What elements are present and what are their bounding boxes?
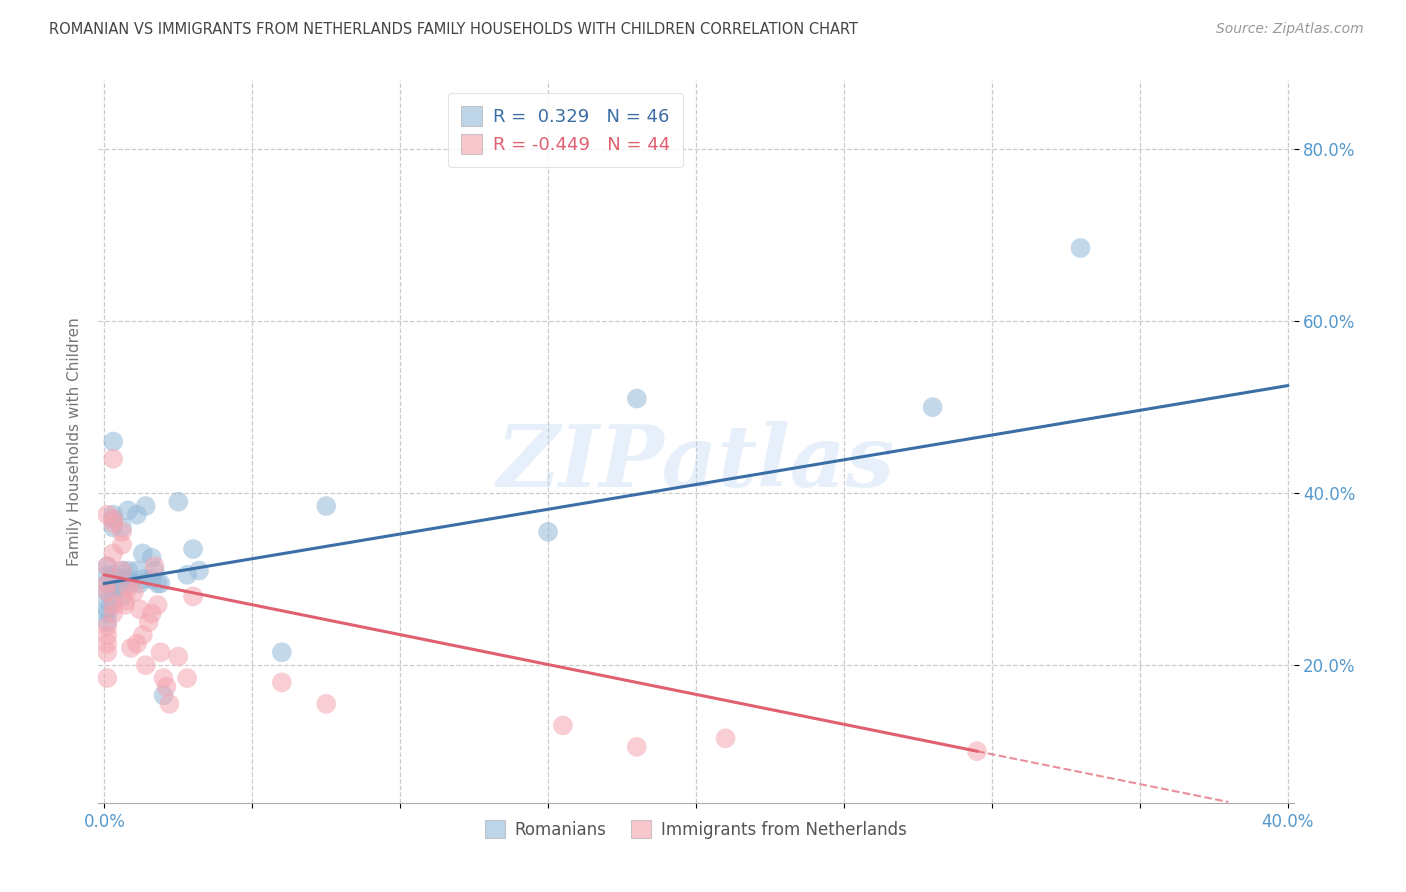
Point — [141, 572, 163, 586]
Point — [96, 559, 118, 574]
Point — [96, 508, 118, 522]
Point — [103, 581, 125, 595]
Point — [141, 607, 163, 621]
Point — [626, 739, 648, 754]
Point — [96, 637, 118, 651]
Point — [96, 585, 118, 599]
Point — [966, 744, 988, 758]
Point — [270, 675, 292, 690]
Y-axis label: Family Households with Children: Family Households with Children — [66, 318, 82, 566]
Point — [117, 564, 139, 578]
Point — [96, 628, 118, 642]
Point — [149, 576, 172, 591]
Point — [103, 593, 125, 607]
Point — [96, 576, 118, 591]
Text: ROMANIAN VS IMMIGRANTS FROM NETHERLANDS FAMILY HOUSEHOLDS WITH CHILDREN CORRELAT: ROMANIAN VS IMMIGRANTS FROM NETHERLANDS … — [49, 22, 858, 37]
Point — [125, 637, 148, 651]
Point — [96, 559, 118, 574]
Point — [141, 550, 163, 565]
Point — [138, 615, 160, 630]
Point — [132, 546, 155, 560]
Point — [315, 697, 337, 711]
Point — [111, 564, 134, 578]
Point — [551, 718, 574, 732]
Point — [149, 645, 172, 659]
Point — [120, 640, 142, 655]
Point — [626, 392, 648, 406]
Point — [143, 564, 166, 578]
Point — [167, 494, 190, 508]
Point — [111, 520, 134, 534]
Point — [176, 671, 198, 685]
Point — [152, 671, 174, 685]
Point — [103, 607, 125, 621]
Point — [146, 598, 169, 612]
Point — [135, 499, 157, 513]
Point — [103, 434, 125, 449]
Point — [111, 564, 134, 578]
Point — [114, 593, 136, 607]
Text: Source: ZipAtlas.com: Source: ZipAtlas.com — [1216, 22, 1364, 37]
Point — [103, 451, 125, 466]
Point — [135, 658, 157, 673]
Point — [96, 645, 118, 659]
Point — [921, 400, 943, 414]
Point — [111, 572, 134, 586]
Point — [96, 576, 118, 591]
Point — [176, 567, 198, 582]
Point — [714, 731, 737, 746]
Point — [103, 567, 125, 582]
Point — [114, 598, 136, 612]
Point — [103, 516, 125, 531]
Point — [103, 598, 125, 612]
Point — [103, 512, 125, 526]
Point — [96, 619, 118, 633]
Point — [188, 564, 211, 578]
Point — [128, 576, 150, 591]
Point — [146, 576, 169, 591]
Point — [143, 559, 166, 574]
Point — [103, 520, 125, 534]
Point — [181, 542, 204, 557]
Point — [111, 581, 134, 595]
Point — [128, 602, 150, 616]
Point — [167, 649, 190, 664]
Point — [125, 564, 148, 578]
Point — [103, 546, 125, 560]
Point — [120, 576, 142, 591]
Point — [152, 688, 174, 702]
Point — [315, 499, 337, 513]
Point — [111, 590, 134, 604]
Point — [111, 524, 134, 539]
Point — [117, 581, 139, 595]
Point — [96, 602, 118, 616]
Point — [103, 512, 125, 526]
Point — [117, 572, 139, 586]
Point — [1070, 241, 1092, 255]
Text: ZIPatlas: ZIPatlas — [496, 421, 896, 505]
Point — [96, 615, 118, 630]
Point — [103, 508, 125, 522]
Point — [155, 680, 177, 694]
Point — [96, 567, 118, 582]
Point — [96, 593, 118, 607]
Legend: Romanians, Immigrants from Netherlands: Romanians, Immigrants from Netherlands — [475, 811, 917, 848]
Point — [181, 590, 204, 604]
Point — [96, 607, 118, 621]
Point — [157, 697, 180, 711]
Point — [117, 503, 139, 517]
Point — [111, 538, 134, 552]
Point — [537, 524, 560, 539]
Point — [125, 508, 148, 522]
Point — [132, 628, 155, 642]
Point — [122, 585, 145, 599]
Point — [96, 585, 118, 599]
Point — [96, 671, 118, 685]
Point — [132, 572, 155, 586]
Point — [270, 645, 292, 659]
